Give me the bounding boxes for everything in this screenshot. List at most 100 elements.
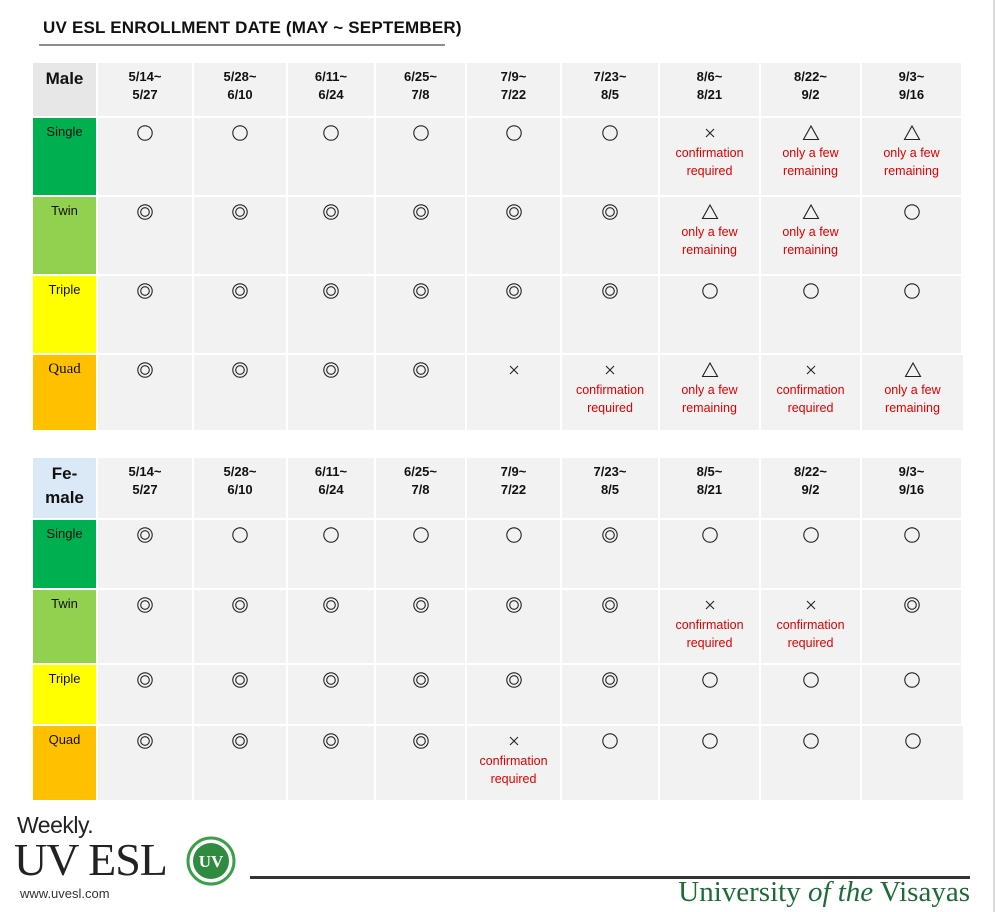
availability-cell [562,520,660,590]
availability-note: confirmation required [562,381,658,417]
availability-note-line2: remaining [682,243,737,257]
date-range-end: 5/27 [132,482,158,497]
availability-cell [862,520,963,590]
date-range-start: 5/14~ [128,464,162,479]
double-circle-icon [232,733,248,749]
availability-cell [98,665,194,726]
date-range-start: 5/28~ [223,464,257,479]
date-range-start: 8/22~ [794,69,827,84]
availability-cell: confirmation required [562,355,660,432]
availability-cell [194,197,288,276]
availability-note: confirmation required [660,144,759,180]
room-type-label: Quad [33,726,98,802]
double-circle-icon [602,204,618,220]
availability-note: only a few remaining [862,144,961,180]
cross-icon [806,365,815,375]
availability-cell [194,118,288,197]
availability-note-line1: only a few [681,225,738,239]
availability-note: only a few remaining [761,223,860,259]
availability-note-line2: remaining [682,401,737,415]
footer-url[interactable]: www.uvesl.com [20,886,110,901]
availability-cell [562,197,660,276]
double-circle-icon [137,362,153,378]
room-type-label: Twin [33,590,98,665]
title-underline [39,44,445,46]
double-circle-icon [232,283,248,299]
circle-icon [701,283,718,299]
availability-note: confirmation required [467,752,560,788]
date-range-end: 9/2 [801,87,820,102]
double-circle-icon [602,672,618,688]
circle-icon [602,125,618,141]
double-circle-icon [505,597,522,613]
university-name: University of the Visayas [678,876,970,909]
date-range-end: 7/22 [500,482,527,497]
date-range-end: 8/21 [696,482,723,497]
availability-note-line1: confirmation [675,146,744,160]
availability-cell [376,118,467,197]
availability-note-line2: required [587,401,633,415]
double-circle-icon [412,204,429,220]
date-column-header: 6/11~ 6/24 [288,458,376,520]
double-circle-icon [232,672,248,688]
date-column-header: 5/14~ 5/27 [98,63,194,118]
availability-note-line2: remaining [783,164,838,178]
availability-cell [862,590,963,665]
availability-cell [862,665,963,726]
date-column-header: 7/23~ 8/5 [562,63,660,118]
availability-cell [98,726,194,802]
availability-cell [862,197,963,276]
availability-cell: confirmation required [467,726,562,802]
uv-logo-icon: UV [186,836,236,886]
availability-note-line1: only a few [883,146,940,160]
availability-note-line2: remaining [884,164,939,178]
availability-cell [376,520,467,590]
room-type-label: Single [33,118,98,197]
availability-note-line1: only a few [884,383,941,397]
double-circle-icon [412,362,429,378]
date-column-header: 8/6~ 8/21 [660,63,761,118]
logo-text: UV [199,852,224,871]
footer-rule [250,876,970,879]
availability-cell [288,726,376,802]
date-range-end: 6/24 [318,482,344,497]
circle-icon [323,125,339,141]
date-column-header: 5/14~ 5/27 [98,458,194,520]
footer-weekly: Weekly. [17,812,94,838]
double-circle-icon [412,597,429,613]
circle-icon [412,125,429,141]
date-range-end: 9/2 [801,482,820,497]
double-circle-icon [232,204,248,220]
availability-cell [467,355,562,432]
availability-cell [660,520,761,590]
availability-note-line2: required [787,401,834,415]
page-edge [993,0,995,912]
date-column-header: 7/9~ 7/22 [467,63,562,118]
availability-note-line2: required [686,164,733,178]
availability-cell [194,665,288,726]
cross-icon [509,365,518,375]
date-column-header: 6/11~ 6/24 [288,63,376,118]
date-range-start: 8/5~ [696,464,723,479]
availability-cell [376,590,467,665]
availability-cell [98,197,194,276]
date-column-header: 6/25~ 7/8 [376,458,467,520]
date-column-header: 5/28~ 6/10 [194,63,288,118]
availability-note-line1: confirmation [776,383,845,397]
circle-icon [505,527,522,543]
double-circle-icon [602,527,618,543]
triangle-icon [904,361,921,378]
date-column-header: 6/25~ 7/8 [376,63,467,118]
triangle-icon [802,203,819,220]
circle-icon [903,527,920,543]
availability-cell: only a few remaining [660,355,761,432]
double-circle-icon [505,672,522,688]
availability-cell [98,118,194,197]
availability-cell [761,276,862,355]
availability-cell [376,355,467,432]
circle-icon [232,527,248,543]
availability-note-line2: required [686,636,733,650]
availability-cell: confirmation required [660,118,761,197]
availability-cell [98,355,194,432]
availability-cell [376,197,467,276]
